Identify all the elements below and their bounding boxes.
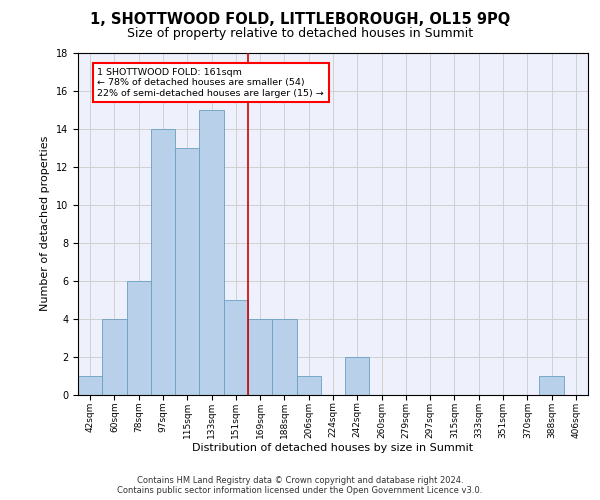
Bar (224, 300, 248, 395)
Bar (102, 319, 127, 395)
Bar (296, 376, 321, 395)
Text: 1, SHOTTWOOD FOLD, LITTLEBOROUGH, OL15 9PQ: 1, SHOTTWOOD FOLD, LITTLEBOROUGH, OL15 9… (90, 12, 510, 28)
Text: 1 SHOTTWOOD FOLD: 161sqm
← 78% of detached houses are smaller (54)
22% of semi-d: 1 SHOTTWOOD FOLD: 161sqm ← 78% of detach… (97, 68, 324, 98)
Bar (199, 110, 224, 395)
Bar (539, 376, 564, 395)
Bar (272, 319, 296, 395)
Y-axis label: Number of detached properties: Number of detached properties (40, 136, 50, 312)
Bar (345, 357, 370, 395)
Bar (175, 148, 199, 395)
Bar (78, 376, 102, 395)
Bar (151, 128, 175, 395)
Text: Contains HM Land Registry data © Crown copyright and database right 2024.
Contai: Contains HM Land Registry data © Crown c… (118, 476, 482, 495)
Bar (248, 319, 272, 395)
X-axis label: Distribution of detached houses by size in Summit: Distribution of detached houses by size … (193, 443, 473, 453)
Bar (127, 281, 151, 395)
Text: Size of property relative to detached houses in Summit: Size of property relative to detached ho… (127, 28, 473, 40)
